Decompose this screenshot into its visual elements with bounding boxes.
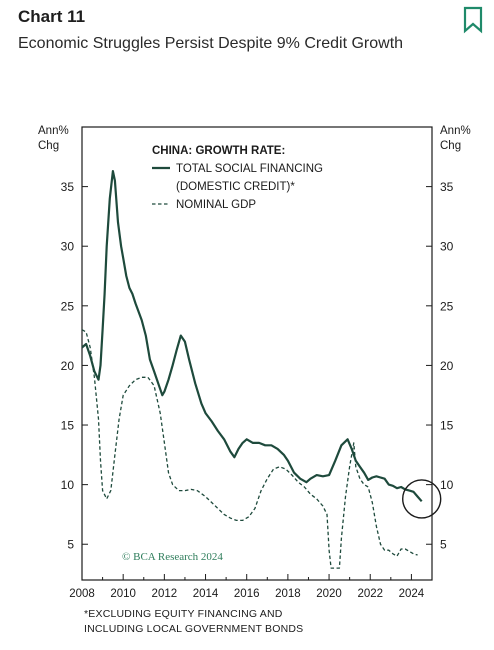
x-tick-label: 2024	[399, 588, 425, 600]
chart-label: Chart 11	[18, 7, 86, 26]
chart-header: Chart 11 Economic Struggles Persist Desp…	[18, 6, 458, 56]
chart-title: Economic Struggles Persist Despite 9% Cr…	[18, 35, 404, 52]
y-tick-label-left: 10	[61, 478, 75, 492]
y-tick-label-left: 25	[61, 299, 75, 313]
legend-label-nominal-gdp: NOMINAL GDP	[176, 199, 256, 211]
bookmark-icon[interactable]	[462, 6, 484, 34]
y-tick-label-right: 20	[440, 359, 454, 373]
x-tick-label: 2010	[110, 588, 136, 600]
annotation-circle	[402, 479, 442, 519]
right-axis-unit: Chg	[440, 140, 461, 152]
left-axis-unit: Chg	[38, 140, 59, 152]
y-tick-label-left: 20	[61, 359, 75, 373]
x-tick-label: 2022	[357, 588, 383, 600]
y-tick-label-left: 15	[61, 419, 75, 433]
footnote: *EXCLUDING EQUITY FINANCING AND INCLUDIN…	[84, 607, 303, 637]
y-tick-label-left: 35	[61, 180, 75, 194]
y-tick-label-right: 15	[440, 419, 454, 433]
footnote-line-1: *EXCLUDING EQUITY FINANCING AND	[84, 608, 283, 620]
legend-label-total-social-financing-2: (DOMESTIC CREDIT)*	[176, 181, 295, 193]
legend-label-total-social-financing: TOTAL SOCIAL FINANCING	[176, 163, 323, 175]
y-tick-label-right: 5	[440, 538, 447, 552]
footnote-line-2: INCLUDING LOCAL GOVERNMENT BONDS	[84, 623, 304, 635]
x-tick-label: 2012	[152, 588, 178, 600]
series-nominal-gdp-line	[81, 329, 418, 569]
y-tick-label-left: 30	[61, 240, 75, 254]
x-tick-label: 2008	[69, 588, 95, 600]
x-tick-label: 2018	[275, 588, 301, 600]
left-axis-unit: Ann%	[38, 125, 69, 137]
series-total-social-financing-line	[81, 170, 423, 503]
watermark: © BCA Research 2024	[122, 551, 223, 563]
plot-frame	[81, 126, 433, 581]
x-tick-label: 2014	[193, 588, 219, 600]
y-tick-label-right: 35	[440, 180, 454, 194]
right-axis-unit: Ann%	[440, 125, 471, 137]
x-tick-label: 2020	[316, 588, 342, 600]
y-tick-label-right: 25	[440, 299, 454, 313]
y-tick-label-right: 30	[440, 240, 454, 254]
legend-title: CHINA: GROWTH RATE:	[152, 145, 285, 157]
x-tick-label: 2016	[234, 588, 260, 600]
y-tick-label-left: 5	[67, 538, 74, 552]
y-tick-label-right: 10	[440, 478, 454, 492]
